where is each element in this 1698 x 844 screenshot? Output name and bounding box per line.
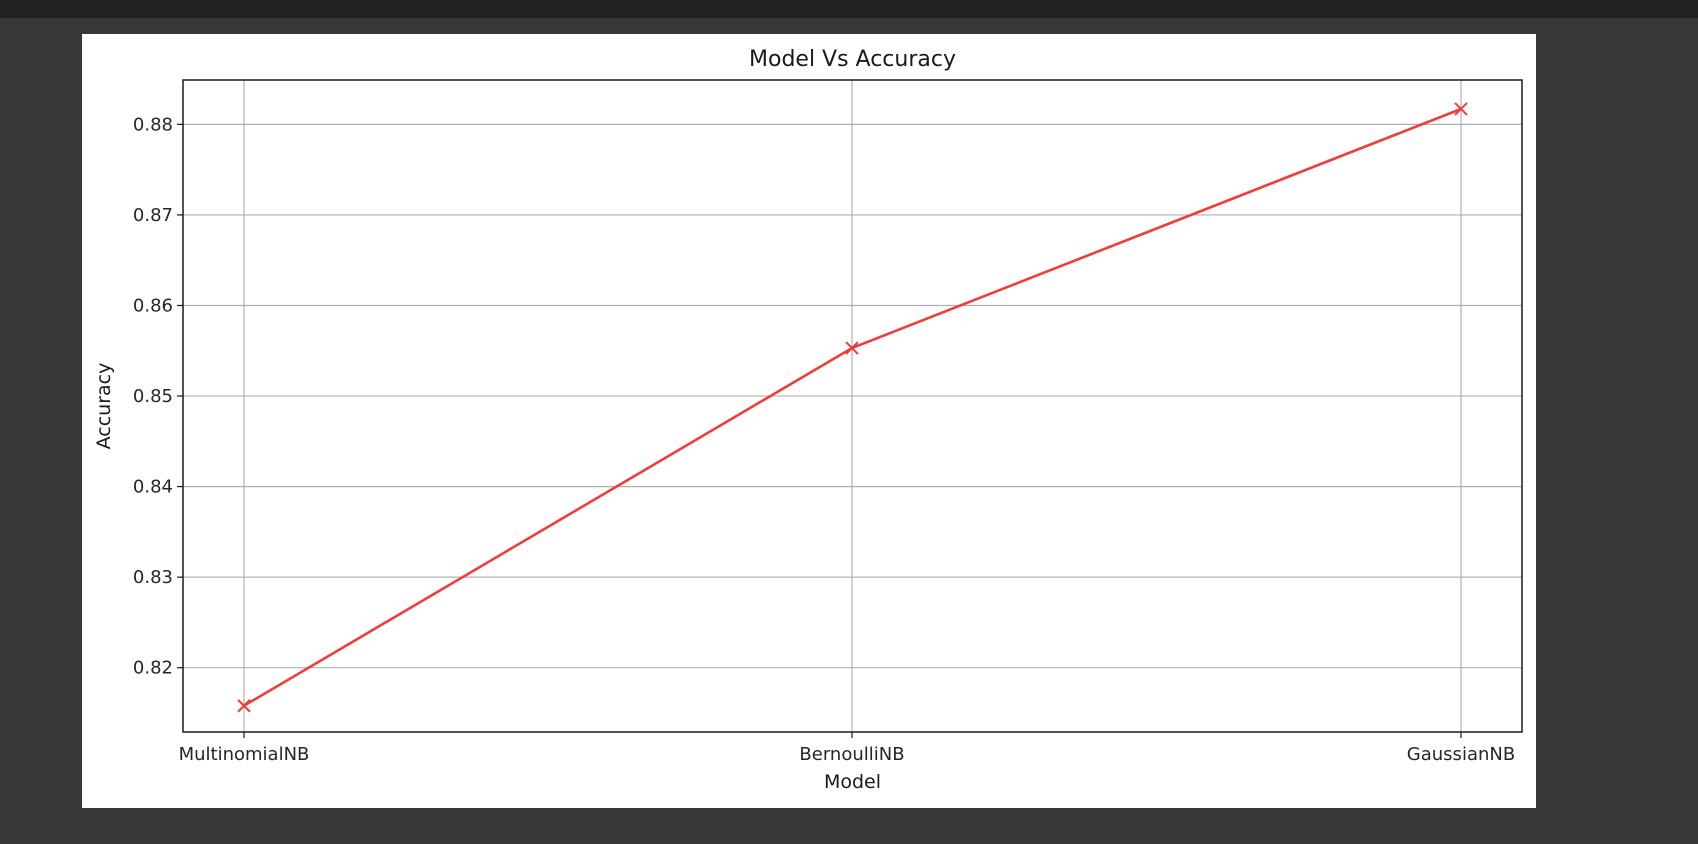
y-tick-label: 0.83 xyxy=(133,567,173,588)
tick-layer: 0.82 0.83 0.84 0.85 0.86 0.87 0.88 MultinomialN… xyxy=(133,114,1515,765)
y-tick-label: 0.87 xyxy=(133,205,173,226)
y-tick-label: 0.84 xyxy=(133,477,173,498)
data-point-marker xyxy=(1454,102,1468,116)
y-tick-label: 0.86 xyxy=(133,295,173,316)
series-layer xyxy=(237,102,1468,713)
y-tick-label: 0.88 xyxy=(133,114,173,135)
data-point-marker xyxy=(237,699,251,713)
y-tick-label: 0.82 xyxy=(133,658,173,679)
x-tick-label: MultinomialNB xyxy=(179,744,310,765)
chart-figure: 0.82 0.83 0.84 0.85 0.86 0.87 0.88 MultinomialN… xyxy=(82,34,1536,808)
x-tick-label: BernoulliNB xyxy=(799,744,904,765)
line-chart: 0.82 0.83 0.84 0.85 0.86 0.87 0.88 MultinomialN… xyxy=(93,47,1523,793)
data-point-marker xyxy=(845,341,859,355)
y-axis-label: Accuracy xyxy=(93,363,115,450)
window-top-bar xyxy=(0,0,1698,18)
chart-title: Model Vs Accuracy xyxy=(749,47,956,72)
y-tick-label: 0.85 xyxy=(133,386,173,407)
grid-layer xyxy=(183,80,1522,732)
x-tick-label: GaussianNB xyxy=(1407,744,1515,765)
x-axis-label: Model xyxy=(824,771,881,793)
